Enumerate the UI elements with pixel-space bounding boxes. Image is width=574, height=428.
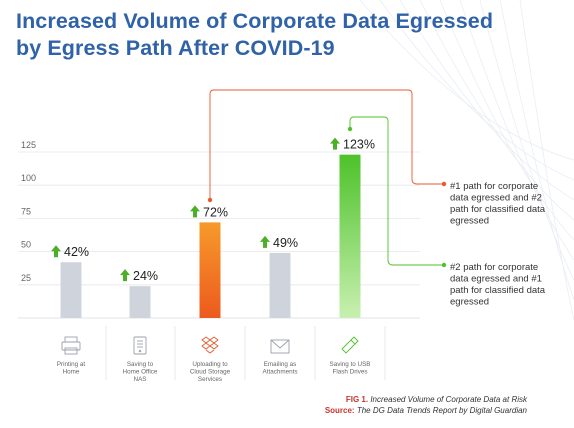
annotation-text-line: data egressed and #1 (450, 274, 542, 285)
category-label-line: Cloud Storage (190, 369, 231, 376)
source-text: The DG Data Trends Report by Digital Gua… (356, 405, 527, 415)
category-label-line: Saving to USB (330, 361, 371, 368)
annotation-connector (209, 89, 442, 200)
category-separators (105, 326, 386, 380)
annotation-text-line: #2 path for corporate (450, 262, 538, 273)
annotation-text-line: path for classified data (450, 204, 546, 215)
dropbox-icon (201, 336, 219, 354)
value-label: 49% (273, 236, 298, 250)
figure-caption-line: FIG 1. Increased Volume of Corporate Dat… (325, 395, 527, 406)
category-label: Saving to USB Flash Drives (330, 361, 371, 376)
up-arrow-icon (330, 137, 340, 150)
category-label-line: Flash Drives (333, 369, 368, 376)
value-label: 123% (343, 138, 375, 152)
annotation-text-line: data egressed and #2 (450, 193, 542, 204)
value-label: 72% (203, 205, 228, 219)
printer-icon (61, 336, 81, 355)
y-tick-label: 75 (21, 206, 31, 216)
value-label: 42% (64, 245, 89, 259)
category-label-line: Services (198, 376, 222, 383)
chart-title-line-2: by Egress Path After COVID-19 (16, 36, 335, 60)
chart-title: Increased Volume of Corporate Data Egres… (16, 8, 493, 62)
source-line: Source: The DG Data Trends Report by Dig… (325, 406, 527, 417)
value-label-group: 123% (330, 137, 375, 152)
value-label-group: 72% (190, 205, 228, 219)
category-label-line: Emailing as (264, 361, 297, 368)
up-arrow-icon (260, 235, 270, 248)
bars (60, 154, 361, 318)
category-label: Saving to Home Office NAS (123, 361, 158, 383)
category-label-line: Attachments (263, 369, 298, 376)
annotation-text-line: egressed (450, 297, 489, 308)
annotation-text-line: path for classified data (450, 285, 546, 296)
category-label: Uploading to Cloud Storage Services (190, 361, 231, 383)
annotation-dot (207, 197, 213, 203)
up-arrow-icon (51, 245, 61, 258)
category-label-line: Saving to (127, 361, 154, 368)
category-label-line: Uploading to (192, 361, 228, 368)
bar (199, 222, 221, 318)
category-label-line: Home Office (123, 369, 158, 376)
up-arrow-icon (190, 205, 200, 218)
bar (269, 252, 291, 318)
category-label-line: Home (63, 369, 80, 376)
y-tick-label: 100 (21, 173, 36, 183)
category-icons (61, 336, 359, 355)
bar (339, 154, 361, 318)
annotation-dot (347, 126, 353, 132)
value-label: 24% (133, 269, 158, 283)
y-tick-label: 125 (21, 140, 36, 150)
annotation-dot (441, 262, 447, 268)
bar (129, 286, 151, 318)
envelope-icon (270, 339, 290, 354)
nas-drive-icon (133, 336, 147, 355)
annotation-text-line: #1 path for corporate (450, 181, 538, 192)
value-label-group: 24% (120, 269, 158, 283)
annotation-text-line: egressed (450, 216, 489, 227)
y-tick-label: 50 (21, 240, 31, 250)
annotation-connector (349, 116, 442, 266)
fig-label: FIG 1. (345, 395, 369, 404)
category-label-line: Printing at (57, 361, 86, 368)
annotation-text: #2 path for corporate data egressed and #… (450, 262, 546, 308)
fig-text: Increased Volume of Corporate Data at Ri… (370, 395, 527, 404)
up-arrow-icon (120, 269, 130, 282)
annotation-dot (441, 181, 447, 187)
category-label: Printing at Home (57, 361, 86, 376)
source-label: Source: (324, 405, 355, 415)
annotations: #1 path for corporate data egressed and #… (207, 89, 546, 308)
value-label-group: 49% (260, 235, 298, 250)
annotation-text: #1 path for corporate data egressed and #… (450, 181, 546, 227)
category-label: Emailing as Attachments (263, 361, 298, 376)
y-tick-label: 25 (21, 273, 31, 283)
category-label-line: NAS (134, 376, 147, 383)
figure-caption: FIG 1. Increased Volume of Corporate Dat… (325, 395, 527, 416)
bar (60, 262, 82, 318)
value-label-group: 42% (51, 245, 89, 259)
chart-title-line-1: Increased Volume of Corporate Data Egres… (16, 9, 494, 33)
usb-flash-drive-icon (341, 336, 359, 354)
